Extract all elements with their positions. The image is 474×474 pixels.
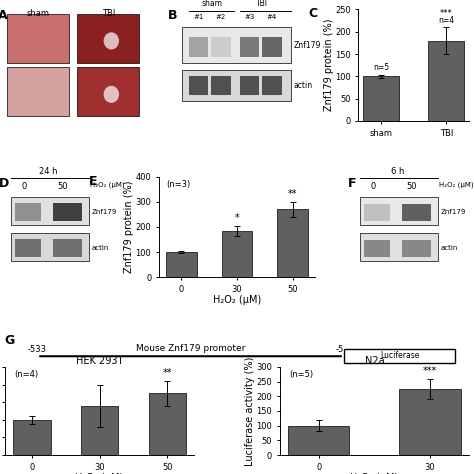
Text: A: A [0,9,8,22]
Text: Znf179: Znf179 [293,41,321,50]
Y-axis label: Znf179 protein (%): Znf179 protein (%) [324,19,334,111]
Text: D: D [0,177,9,190]
Text: 50: 50 [57,182,68,191]
Ellipse shape [104,32,119,49]
Text: #3: #3 [244,14,255,20]
Bar [77,14,139,63]
Text: (n=4): (n=4) [14,370,38,379]
Bar [81,406,118,455]
Bar [277,210,308,277]
Text: n=4: n=4 [438,16,455,25]
Text: H₂O₂ (μM): H₂O₂ (μM) [439,182,474,188]
Bar [364,76,399,121]
Text: n=5: n=5 [373,64,389,73]
Y-axis label: Znf179 protein (%): Znf179 protein (%) [124,181,134,273]
Bar [77,67,139,117]
Text: sham: sham [202,0,223,9]
Text: #2: #2 [216,14,226,20]
Text: G: G [5,334,15,347]
X-axis label: H₂O₂ (μM): H₂O₂ (μM) [350,473,399,474]
Text: -533: -533 [28,345,47,354]
Bar [8,14,69,63]
Text: sham: sham [26,9,49,18]
Text: ***: *** [440,9,453,18]
X-axis label: H₂O₂ (μM): H₂O₂ (μM) [75,473,124,474]
Text: TBI: TBI [102,9,116,18]
Text: Mouse Znf179 promoter: Mouse Znf179 promoter [136,344,245,353]
Title: N2a: N2a [365,356,384,366]
Text: E: E [89,174,97,188]
Text: #1: #1 [193,14,203,20]
Text: #4: #4 [267,14,277,20]
Text: C: C [309,7,318,20]
Text: 50: 50 [406,182,417,191]
Text: Znf179: Znf179 [440,209,466,215]
Text: (n=3): (n=3) [167,180,191,189]
Y-axis label: Luciferase activity (%): Luciferase activity (%) [245,356,255,465]
Text: **: ** [288,189,298,199]
Bar [13,420,51,455]
Text: 0: 0 [22,182,27,191]
Text: 6 h: 6 h [391,166,404,175]
Text: (n=5): (n=5) [289,370,313,379]
Text: Znf179: Znf179 [91,209,117,215]
Text: Luciferase: Luciferase [380,351,419,360]
Text: 0: 0 [371,182,376,191]
Text: 24 h: 24 h [39,166,58,175]
Ellipse shape [104,86,119,103]
Bar [344,349,456,363]
X-axis label: H₂O₂ (μM): H₂O₂ (μM) [213,295,261,305]
Bar [400,389,461,455]
Bar [148,393,186,455]
Text: ***: *** [423,366,437,376]
Text: B: B [167,9,177,22]
Text: actin: actin [293,81,313,90]
Text: actin: actin [91,245,109,251]
Bar [8,67,69,117]
Title: HEK 293T: HEK 293T [76,356,123,366]
Text: TBI: TBI [256,0,268,9]
Bar [222,231,252,277]
Bar [166,252,197,277]
Text: *: * [235,213,239,223]
Bar [288,426,349,455]
Text: H₂O₂ (μM): H₂O₂ (μM) [90,182,125,188]
Text: F: F [348,177,356,190]
Text: **: ** [163,368,172,378]
Bar [428,41,464,121]
Text: -5: -5 [336,345,344,354]
Text: actin: actin [440,245,458,251]
